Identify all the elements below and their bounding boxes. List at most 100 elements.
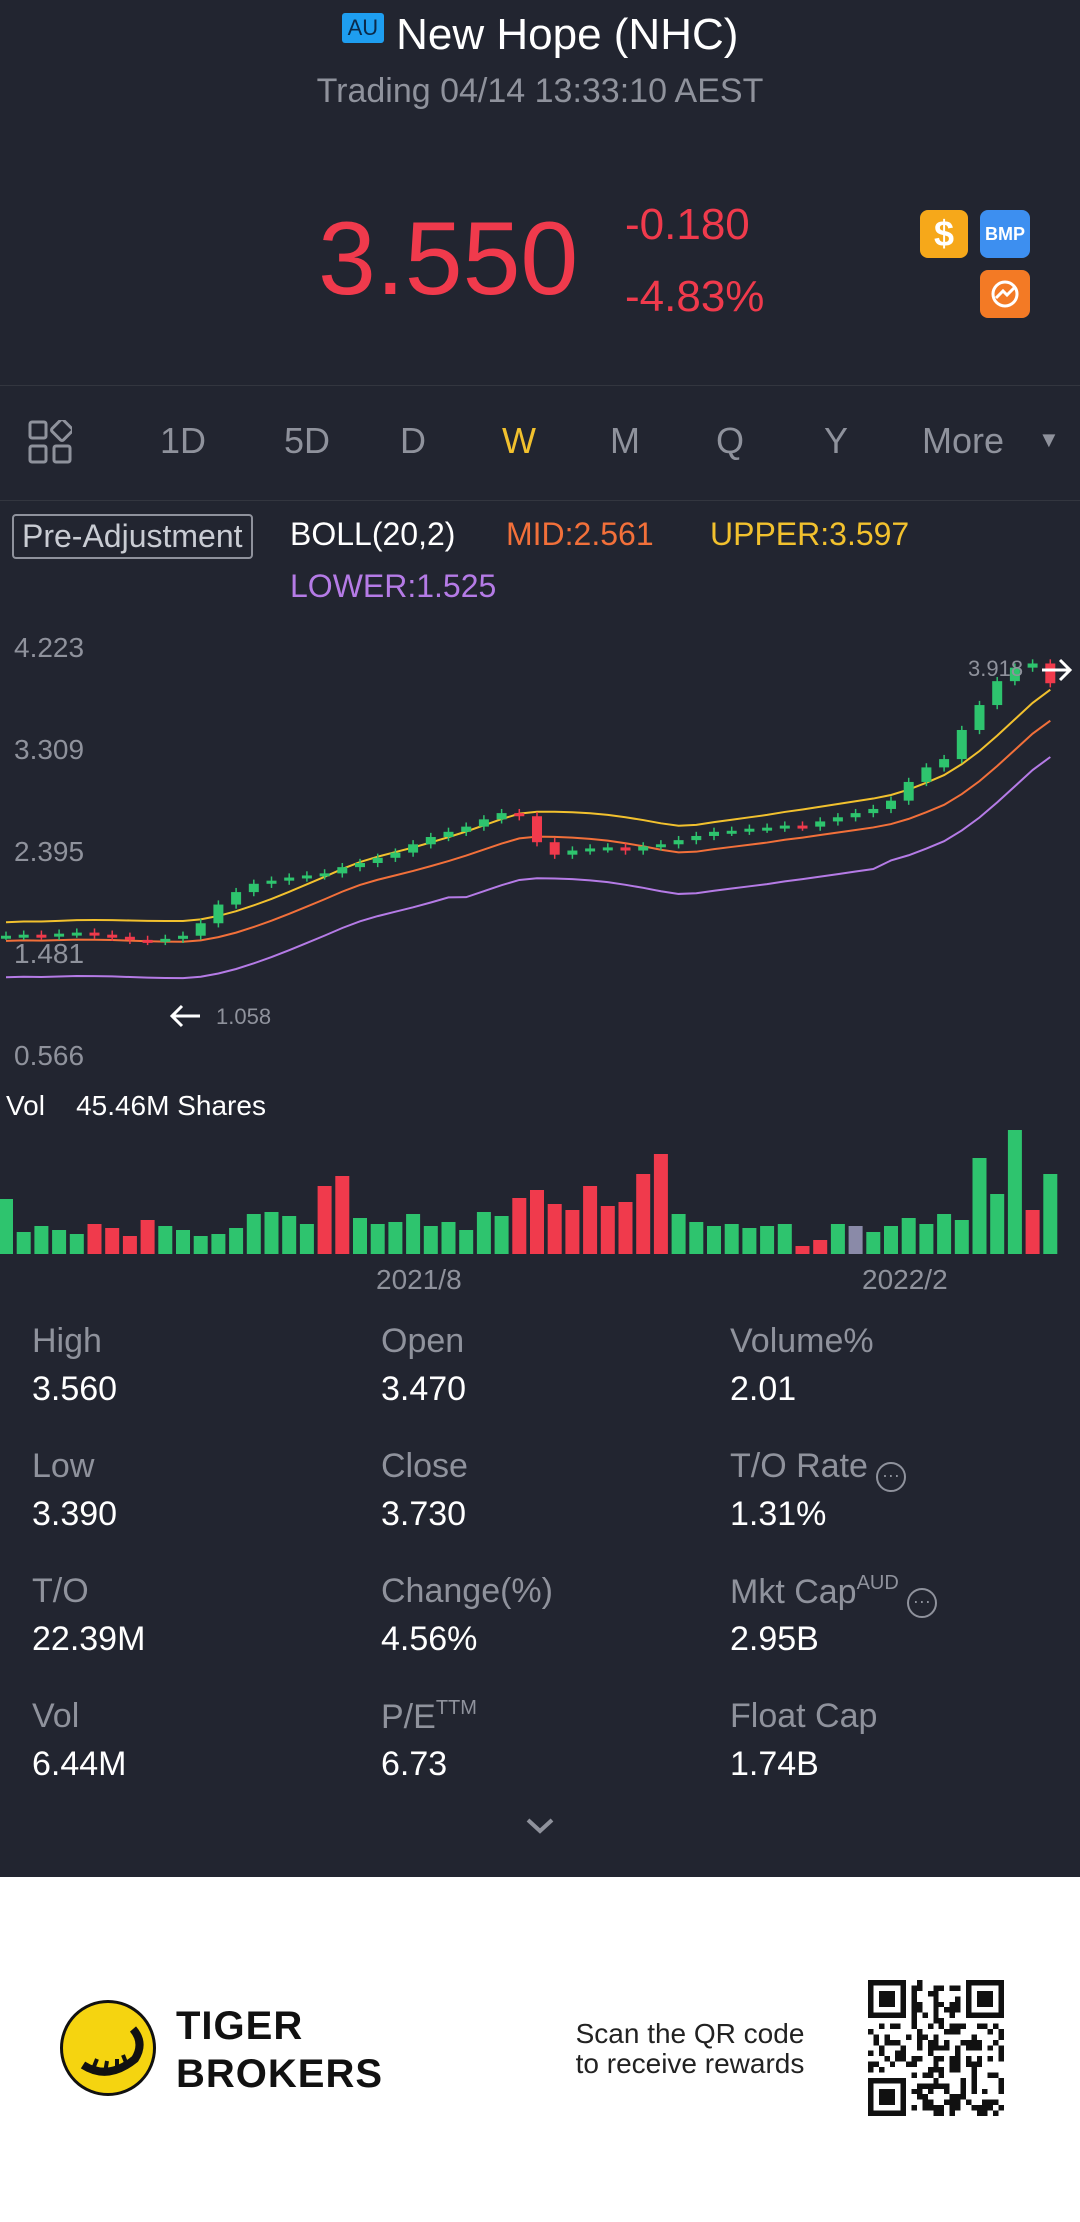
- volume-bar: [547, 1204, 562, 1254]
- volume-bar: [954, 1220, 969, 1254]
- volume-bar: [1043, 1174, 1058, 1254]
- stat-float-cap-label: Float Cap: [730, 1697, 878, 1735]
- tab-w[interactable]: W: [502, 420, 536, 461]
- boll-band-line: [5, 719, 1051, 943]
- stat-low-label: Low: [32, 1447, 95, 1485]
- candle: [89, 932, 100, 936]
- more-info-icon[interactable]: ···: [875, 1462, 906, 1492]
- volume-bar: [441, 1222, 456, 1254]
- tab-y[interactable]: Y: [824, 420, 849, 461]
- volume-bar: [317, 1186, 332, 1254]
- volume-bar: [583, 1186, 598, 1254]
- candle: [1, 935, 11, 939]
- volume-bar: [140, 1220, 155, 1254]
- tab-q[interactable]: Q: [716, 420, 745, 461]
- market-badge: AU: [341, 13, 385, 43]
- price-change: -0.180: [625, 200, 750, 249]
- volume-bar: [264, 1212, 279, 1254]
- volume-bar: [813, 1240, 828, 1254]
- tab-m[interactable]: M: [610, 420, 640, 461]
- volume-bar: [689, 1222, 704, 1254]
- volume-bar: [742, 1228, 757, 1254]
- volume-bar: [122, 1236, 137, 1254]
- candle: [107, 934, 118, 938]
- currency-superscript: AUD: [856, 1572, 899, 1594]
- volume-bar: [370, 1224, 385, 1254]
- volume-bar: [901, 1218, 916, 1254]
- volume-bar: [671, 1214, 686, 1254]
- chevron-down-icon: ▼: [1038, 427, 1060, 452]
- scan-text-line1: Scan the QR code: [575, 2018, 805, 2049]
- tab-1d[interactable]: 1D: [160, 420, 207, 461]
- candle: [355, 862, 365, 868]
- divider: [0, 500, 1080, 501]
- tab-more[interactable]: More ▼: [922, 420, 1060, 462]
- volume-bar: [795, 1246, 810, 1254]
- volume-chart[interactable]: [0, 1120, 1080, 1256]
- volume-bar: [476, 1212, 491, 1254]
- candle: [18, 934, 29, 938]
- volume-bar: [299, 1224, 314, 1254]
- volume-bar: [884, 1226, 898, 1254]
- candle: [1009, 667, 1020, 682]
- candle: [496, 813, 507, 820]
- volume-legend: Vol 45.46M Shares: [6, 1090, 266, 1122]
- y-tick: 2.395: [14, 836, 85, 867]
- volume-bar: [69, 1234, 84, 1254]
- brand-name-line2: BROKERS: [176, 2052, 384, 2096]
- volume-bar: [919, 1224, 934, 1254]
- tab-d[interactable]: D: [400, 420, 426, 461]
- volume-bar: [848, 1226, 863, 1254]
- candle: [54, 933, 65, 937]
- tab-5d[interactable]: 5D: [284, 420, 331, 461]
- candle: [1045, 663, 1056, 684]
- divider: [0, 385, 1080, 386]
- stat-to-rate-value: 1.31%: [730, 1495, 827, 1533]
- volume-bar: [388, 1222, 403, 1254]
- volume-bar: [229, 1228, 244, 1254]
- pre-adjustment-button[interactable]: Pre-Adjustment: [12, 514, 253, 559]
- more-info-icon[interactable]: ···: [906, 1588, 937, 1618]
- stat-volume-pct-label: Volume%: [730, 1322, 874, 1360]
- volume-bar: [211, 1234, 226, 1254]
- stat-pe-label: P/E: [381, 1698, 436, 1736]
- x-axis-label: 2021/8: [376, 1264, 462, 1295]
- share-icon[interactable]: [980, 270, 1030, 318]
- volume-bar: [335, 1176, 350, 1254]
- stat-high-value: 3.560: [32, 1370, 118, 1408]
- stat-change-value: 4.56%: [381, 1620, 478, 1658]
- candle: [337, 867, 348, 874]
- volume-bar: [423, 1226, 438, 1254]
- candle: [443, 831, 454, 838]
- stock-name: New Hope (NHC): [396, 10, 739, 59]
- volume-bar: [565, 1210, 580, 1254]
- volume-bar: [600, 1206, 615, 1254]
- candle: [762, 827, 773, 831]
- max-price-label: 3.918: [968, 656, 1023, 681]
- candle: [1027, 663, 1038, 668]
- volume-bar: [760, 1226, 775, 1254]
- candle: [903, 781, 914, 801]
- stat-change-label: Change(%): [381, 1572, 553, 1610]
- stat-mkt-cap: Mkt CapAUD ···: [730, 1572, 937, 1618]
- expand-chevron-icon[interactable]: [520, 1810, 560, 1840]
- bmp-icon[interactable]: BMP: [980, 210, 1030, 258]
- boll-lower: LOWER:1.525: [290, 568, 497, 604]
- last-price: 3.550: [318, 201, 579, 317]
- volume-bar: [972, 1158, 987, 1254]
- volume-bar: [353, 1218, 367, 1254]
- candle: [886, 800, 896, 809]
- candle: [160, 938, 171, 942]
- trading-status: Trading 04/14 13:33:10 AEST: [316, 72, 764, 110]
- price-chart[interactable]: 3.918 1.058: [0, 620, 1080, 1090]
- candle: [408, 844, 419, 853]
- volume-bar: [459, 1230, 474, 1254]
- arrow-left-icon: [169, 1004, 200, 1028]
- indicator-name[interactable]: BOLL(20,2): [290, 516, 456, 552]
- y-tick: 4.223: [14, 632, 85, 663]
- dollar-icon[interactable]: $: [920, 210, 968, 258]
- candle: [71, 932, 82, 936]
- candle: [390, 852, 401, 858]
- layout-grid-icon[interactable]: [28, 418, 74, 464]
- candle: [213, 904, 224, 924]
